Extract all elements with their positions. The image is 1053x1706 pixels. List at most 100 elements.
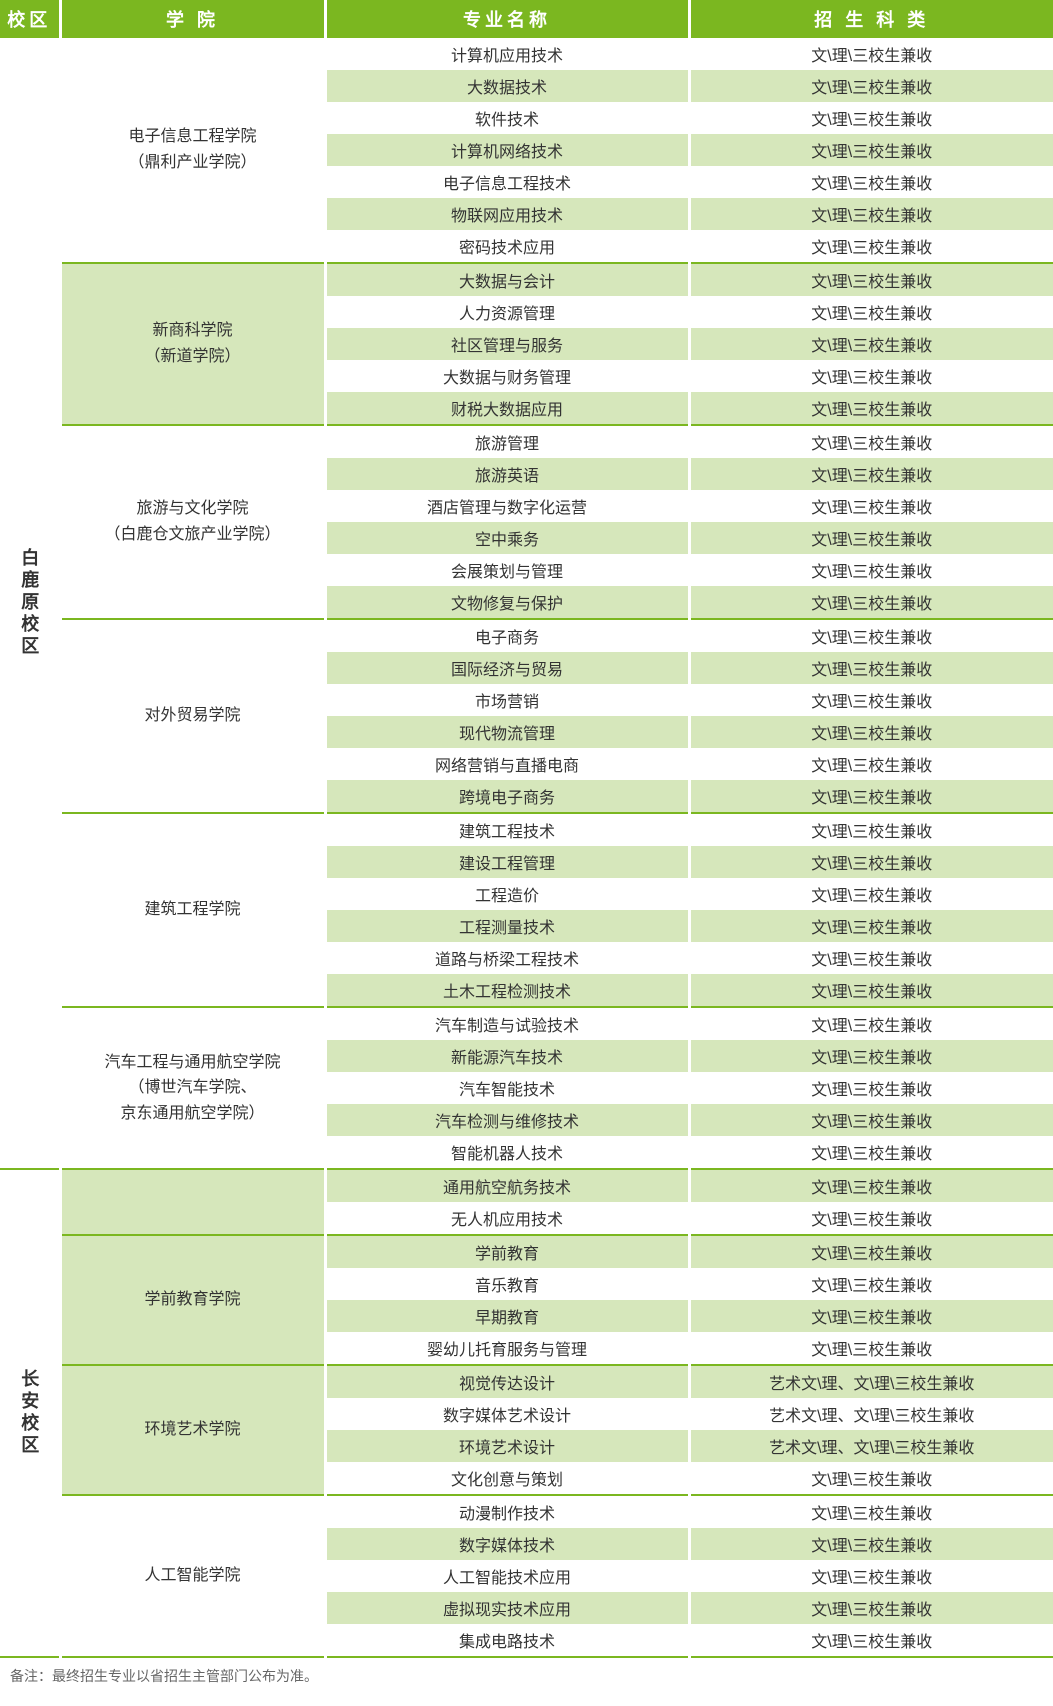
category-cell: 文\理\三校生兼收 [689,748,1053,780]
category-cell: 文\理\三校生兼收 [689,134,1053,166]
header-college: 学 院 [60,0,325,38]
campus-cell: 长安校区 [0,1169,60,1657]
category-cell: 文\理\三校生兼收 [689,1300,1053,1332]
college-cell-continuation [60,1169,325,1235]
category-cell: 文\理\三校生兼收 [689,652,1053,684]
category-cell: 文\理\三校生兼收 [689,878,1053,910]
major-cell: 文化创意与策划 [325,1462,689,1495]
major-cell: 物联网应用技术 [325,198,689,230]
major-cell: 空中乘务 [325,522,689,554]
category-cell: 文\理\三校生兼收 [689,1136,1053,1169]
major-cell: 无人机应用技术 [325,1202,689,1235]
major-cell: 数字媒体艺术设计 [325,1398,689,1430]
table-row: 对外贸易学院电子商务文\理\三校生兼收 [0,619,1053,652]
category-cell: 文\理\三校生兼收 [689,490,1053,522]
category-cell: 文\理\三校生兼收 [689,102,1053,134]
category-cell: 文\理\三校生兼收 [689,1007,1053,1040]
major-cell: 软件技术 [325,102,689,134]
category-cell: 文\理\三校生兼收 [689,942,1053,974]
major-cell: 动漫制作技术 [325,1495,689,1528]
category-cell: 文\理\三校生兼收 [689,586,1053,619]
category-cell: 艺术文\理、文\理\三校生兼收 [689,1398,1053,1430]
major-cell: 汽车制造与试验技术 [325,1007,689,1040]
category-cell: 文\理\三校生兼收 [689,1495,1053,1528]
major-cell: 旅游英语 [325,458,689,490]
major-cell: 财税大数据应用 [325,392,689,425]
header-row: 校区 学 院 专业名称 招 生 科 类 [0,0,1053,38]
campus-cell: 白鹿原校区 [0,38,60,1169]
major-cell: 工程造价 [325,878,689,910]
major-cell: 计算机应用技术 [325,38,689,70]
major-cell: 婴幼儿托育服务与管理 [325,1332,689,1365]
major-cell: 现代物流管理 [325,716,689,748]
major-cell: 新能源汽车技术 [325,1040,689,1072]
major-cell: 文物修复与保护 [325,586,689,619]
major-cell: 通用航空航务技术 [325,1169,689,1202]
category-cell: 文\理\三校生兼收 [689,1104,1053,1136]
category-cell: 文\理\三校生兼收 [689,458,1053,490]
major-cell: 密码技术应用 [325,230,689,263]
category-cell: 文\理\三校生兼收 [689,392,1053,425]
major-cell: 视觉传达设计 [325,1365,689,1398]
major-cell: 汽车检测与维修技术 [325,1104,689,1136]
major-cell: 集成电路技术 [325,1624,689,1657]
category-cell: 文\理\三校生兼收 [689,813,1053,846]
category-cell: 文\理\三校生兼收 [689,1268,1053,1300]
category-cell: 文\理\三校生兼收 [689,974,1053,1007]
category-cell: 文\理\三校生兼收 [689,1624,1053,1657]
category-cell: 文\理\三校生兼收 [689,296,1053,328]
major-cell: 大数据与财务管理 [325,360,689,392]
major-cell: 旅游管理 [325,425,689,458]
category-cell: 文\理\三校生兼收 [689,328,1053,360]
table-row: 环境艺术学院视觉传达设计艺术文\理、文\理\三校生兼收 [0,1365,1053,1398]
footnote: 备注：最终招生专业以省招生主管部门公布为准。 [0,1658,1053,1706]
category-cell: 文\理\三校生兼收 [689,1528,1053,1560]
major-cell: 工程测量技术 [325,910,689,942]
table-row: 白鹿原校区电子信息工程学院（鼎利产业学院）计算机应用技术文\理\三校生兼收 [0,38,1053,70]
category-cell: 文\理\三校生兼收 [689,263,1053,296]
college-cell: 新商科学院（新道学院） [60,263,325,425]
category-cell: 文\理\三校生兼收 [689,1462,1053,1495]
header-major: 专业名称 [325,0,689,38]
category-cell: 文\理\三校生兼收 [689,1592,1053,1624]
table-row: 新商科学院（新道学院）大数据与会计文\理\三校生兼收 [0,263,1053,296]
college-cell: 学前教育学院 [60,1235,325,1365]
major-cell: 人工智能技术应用 [325,1560,689,1592]
major-cell: 计算机网络技术 [325,134,689,166]
major-cell: 智能机器人技术 [325,1136,689,1169]
category-cell: 文\理\三校生兼收 [689,70,1053,102]
category-cell: 文\理\三校生兼收 [689,1332,1053,1365]
table-row: 人工智能学院动漫制作技术文\理\三校生兼收 [0,1495,1053,1528]
category-cell: 文\理\三校生兼收 [689,1202,1053,1235]
enrollment-table: 校区 学 院 专业名称 招 生 科 类 白鹿原校区电子信息工程学院（鼎利产业学院… [0,0,1053,1658]
major-cell: 人力资源管理 [325,296,689,328]
major-cell: 建设工程管理 [325,846,689,878]
category-cell: 文\理\三校生兼收 [689,1072,1053,1104]
major-cell: 大数据技术 [325,70,689,102]
major-cell: 大数据与会计 [325,263,689,296]
college-cell: 建筑工程学院 [60,813,325,1007]
college-cell: 电子信息工程学院（鼎利产业学院） [60,38,325,263]
header-category: 招 生 科 类 [689,0,1053,38]
category-cell: 文\理\三校生兼收 [689,780,1053,813]
category-cell: 文\理\三校生兼收 [689,198,1053,230]
college-cell: 汽车工程与通用航空学院（博世汽车学院、京东通用航空学院） [60,1007,325,1169]
major-cell: 酒店管理与数字化运营 [325,490,689,522]
major-cell: 电子商务 [325,619,689,652]
major-cell: 电子信息工程技术 [325,166,689,198]
category-cell: 文\理\三校生兼收 [689,716,1053,748]
major-cell: 国际经济与贸易 [325,652,689,684]
category-cell: 文\理\三校生兼收 [689,230,1053,263]
major-cell: 早期教育 [325,1300,689,1332]
category-cell: 文\理\三校生兼收 [689,360,1053,392]
major-cell: 市场营销 [325,684,689,716]
category-cell: 文\理\三校生兼收 [689,554,1053,586]
major-cell: 道路与桥梁工程技术 [325,942,689,974]
major-cell: 网络营销与直播电商 [325,748,689,780]
table-row: 长安校区通用航空航务技术文\理\三校生兼收 [0,1169,1053,1202]
category-cell: 文\理\三校生兼收 [689,522,1053,554]
major-cell: 环境艺术设计 [325,1430,689,1462]
category-cell: 艺术文\理、文\理\三校生兼收 [689,1430,1053,1462]
category-cell: 文\理\三校生兼收 [689,619,1053,652]
category-cell: 文\理\三校生兼收 [689,38,1053,70]
